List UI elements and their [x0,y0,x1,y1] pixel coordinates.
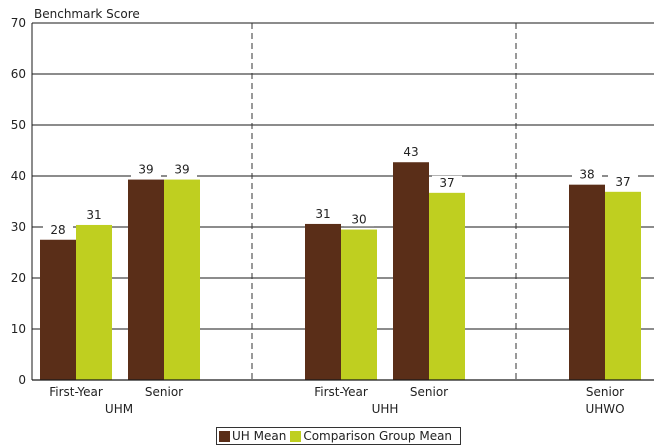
data-label: 37 [439,176,454,190]
data-label-bg [308,206,338,221]
data-label: 31 [86,208,101,222]
group-label: UHWO [585,402,624,416]
data-label: 37 [615,175,630,189]
y-tick-label: 50 [11,118,26,132]
bar [164,179,200,380]
legend-label-comparison-group-mean: Comparison Group Mean [303,429,453,443]
legend-swatch-uh-mean [219,430,230,442]
category-label: Senior [586,385,624,399]
data-label-bg [432,175,462,190]
category-label: Senior [145,385,183,399]
y-axis-title: Benchmark Score [34,7,140,21]
category-label: First-Year [49,385,103,399]
bar [305,223,341,380]
legend-label-uh-mean: UH Mean [232,429,287,443]
data-label: 39 [138,163,153,177]
data-label: 43 [403,145,418,159]
data-label-bg [131,162,161,177]
group-label: UHM [105,402,133,416]
data-label-bg [572,167,602,182]
bar [429,192,465,380]
data-label: 38 [579,168,594,182]
data-label-bg [344,212,374,227]
y-tick-label: 30 [11,220,26,234]
bar [393,162,429,380]
bar [40,239,76,380]
y-tick-label: 70 [11,16,26,30]
data-label: 30 [351,213,366,227]
category-label: First-Year [314,385,368,399]
data-label: 28 [50,223,65,237]
data-label-bg [43,222,73,237]
bar [128,179,164,380]
data-label-bg [79,207,109,222]
legend-swatch-comparison-group-mean [290,430,302,442]
group-label: UHH [372,402,399,416]
legend-item-comparison-group-mean: Comparison Group Mean [290,429,452,443]
y-tick-label: 40 [11,169,26,183]
bar [76,224,112,380]
bar [341,229,377,380]
bar [605,191,641,380]
data-label-bg [608,174,638,189]
y-tick-label: 0 [18,373,26,387]
data-label-bg [167,162,197,177]
data-label: 39 [174,163,189,177]
y-tick-label: 20 [11,271,26,285]
legend-item-uh-mean: UH Mean [219,429,286,443]
data-label: 31 [315,207,330,221]
y-tick-label: 10 [11,322,26,336]
data-label-bg [396,145,426,160]
bar [569,184,605,380]
y-tick-label: 60 [11,67,26,81]
category-label: Senior [410,385,448,399]
legend: UH Mean Comparison Group Mean [216,427,462,445]
